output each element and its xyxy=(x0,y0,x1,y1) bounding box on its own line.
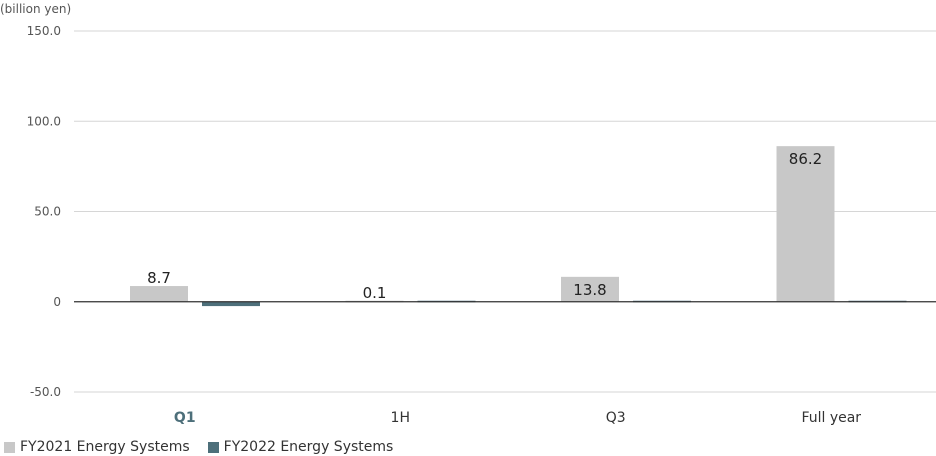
y-tick-label: 150.0 xyxy=(27,24,61,38)
legend-item-fy2022: FY2022 Energy Systems xyxy=(207,439,394,455)
bar-fy2021 xyxy=(776,146,835,302)
data-label-fy2021: 0.1 xyxy=(363,284,387,302)
legend-label-fy2021: FY2021 Energy Systems xyxy=(20,439,190,455)
y-axis-unit-label: (billion yen) xyxy=(0,2,72,16)
legend-item-fy2021: FY2021 Energy Systems xyxy=(4,439,190,455)
data-label-fy2021: 8.7 xyxy=(147,269,171,287)
bar-fy2021 xyxy=(561,276,619,302)
bar-fy2022 xyxy=(202,301,260,307)
legend-label-fy2022: FY2022 Energy Systems xyxy=(223,439,394,455)
y-tick-label: 0 xyxy=(53,295,61,309)
chart-legend: FY2021 Energy Systems FY2022 Energy Syst… xyxy=(4,439,411,455)
legend-swatch-fy2021 xyxy=(4,441,15,453)
x-tick-label: Full year xyxy=(801,410,861,426)
data-label-fy2022: -2.4 xyxy=(215,285,248,303)
y-tick-label: -50.0 xyxy=(30,385,61,399)
x-tick-label: Q1 xyxy=(174,410,196,426)
x-tick-label: 1H xyxy=(391,410,410,426)
data-label-fy2021: 13.8 xyxy=(573,281,606,299)
y-tick-label: 50.0 xyxy=(34,205,61,219)
y-tick-label: 100.0 xyxy=(27,114,61,128)
x-tick-label: Q3 xyxy=(606,410,626,426)
bar-fy2021 xyxy=(130,286,188,302)
data-label-fy2021: 86.2 xyxy=(789,150,822,168)
legend-swatch-fy2022 xyxy=(207,441,219,453)
